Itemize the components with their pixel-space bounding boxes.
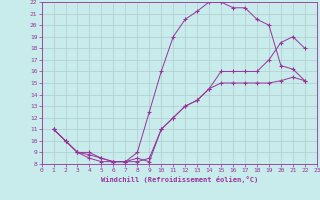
X-axis label: Windchill (Refroidissement éolien,°C): Windchill (Refroidissement éolien,°C) [100, 176, 258, 183]
